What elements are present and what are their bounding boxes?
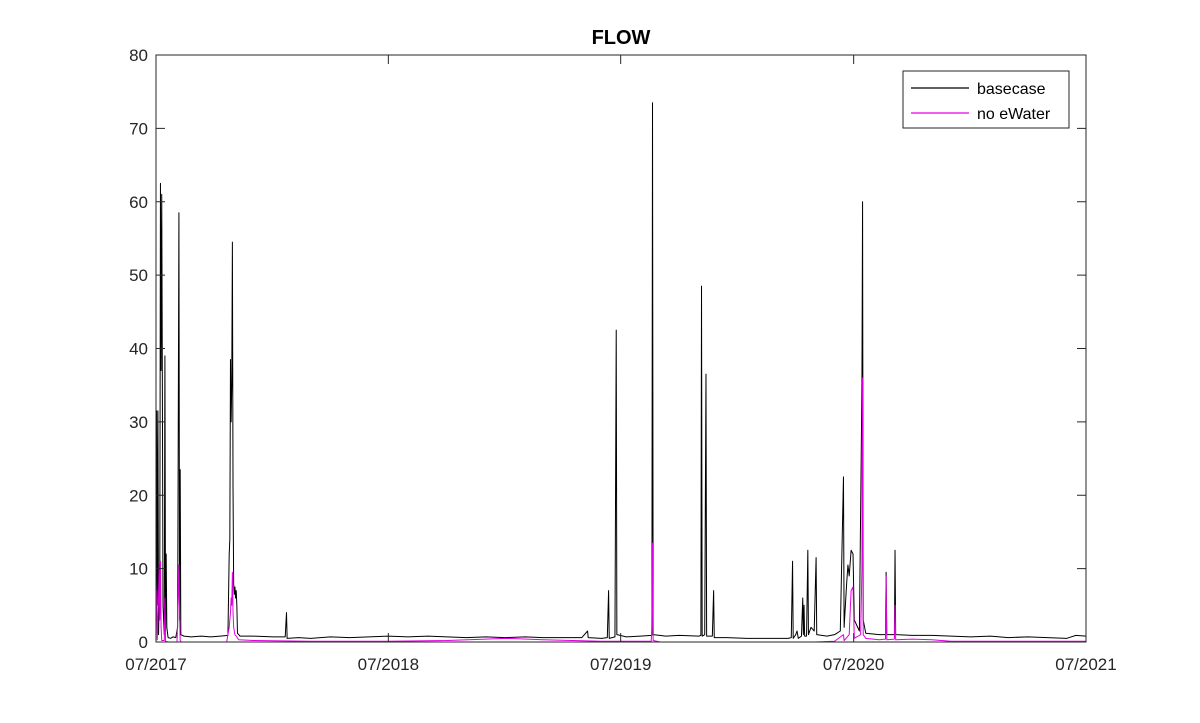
y-tick-label-80: 80 [129, 46, 148, 65]
chart-title: FLOW [592, 27, 651, 49]
y-tick-label-40: 40 [129, 340, 148, 359]
series-line-no-ewater [155, 377, 1086, 643]
plot-area-frame [155, 54, 1087, 643]
series-layer [155, 102, 1087, 643]
x-tick-label-07-2017: 07/2017 [125, 655, 186, 674]
legend-label-basecase: basecase [977, 81, 1046, 98]
x-tick-label-07-2019: 07/2019 [590, 655, 651, 674]
y-tick-label-10: 10 [129, 560, 148, 579]
x-tick-label-07-2021: 07/2021 [1055, 655, 1116, 674]
y-tick-label-50: 50 [129, 266, 148, 285]
x-tick-label-07-2020: 07/2020 [823, 655, 884, 674]
x-axis: 07/2017 07/2018 07/2019 07/2020 07/2021 [125, 55, 1117, 674]
x-tick-label-07-2018: 07/2018 [358, 655, 419, 674]
legend: basecase no eWater [902, 70, 1070, 129]
y-tick-label-30: 30 [129, 413, 148, 432]
legend-label-no-ewater: no eWater [977, 106, 1051, 123]
series-line-basecase [155, 102, 1087, 639]
y-tick-label-70: 70 [129, 119, 148, 138]
y-tick-label-60: 60 [129, 193, 148, 212]
y-tick-label-20: 20 [129, 486, 148, 505]
y-axis: 0 10 20 30 40 50 60 70 80 [129, 46, 1086, 652]
legend-box [902, 70, 1070, 129]
y-tick-label-0: 0 [139, 633, 148, 652]
